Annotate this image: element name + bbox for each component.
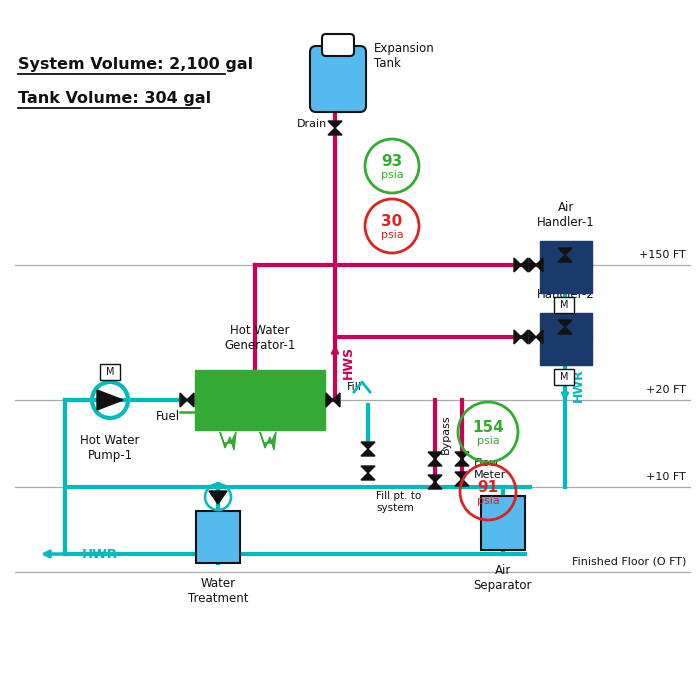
Polygon shape: [514, 330, 521, 344]
Polygon shape: [455, 452, 469, 459]
Polygon shape: [558, 248, 572, 255]
Polygon shape: [455, 479, 469, 486]
Text: Expansion
Tank: Expansion Tank: [374, 42, 435, 70]
Text: +20 FT: +20 FT: [646, 385, 686, 395]
Polygon shape: [529, 258, 536, 272]
Text: +150 FT: +150 FT: [639, 250, 686, 260]
Text: M: M: [560, 372, 568, 382]
Text: 154: 154: [472, 419, 504, 435]
Text: Air
Handler-2: Air Handler-2: [537, 273, 595, 301]
Polygon shape: [558, 255, 572, 262]
Polygon shape: [558, 320, 572, 327]
Text: HWR: HWR: [82, 547, 118, 561]
Text: psia: psia: [381, 170, 403, 180]
Text: Flow
Meter: Flow Meter: [474, 458, 506, 480]
Text: psia: psia: [381, 230, 403, 240]
Bar: [195, 370, 325, 430]
Polygon shape: [455, 459, 469, 466]
Text: M: M: [560, 300, 568, 310]
Bar: [196, 511, 240, 563]
Polygon shape: [558, 327, 572, 334]
Polygon shape: [428, 482, 442, 489]
Polygon shape: [361, 466, 375, 473]
Polygon shape: [455, 472, 469, 479]
Text: Air
Separator: Air Separator: [474, 564, 532, 592]
Text: Hot Water
Pump-1: Hot Water Pump-1: [80, 434, 140, 462]
Text: Fuel: Fuel: [156, 410, 180, 423]
Polygon shape: [97, 390, 123, 410]
Text: Air
Handler-1: Air Handler-1: [537, 201, 595, 229]
Text: +10 FT: +10 FT: [646, 472, 686, 482]
Polygon shape: [180, 393, 187, 407]
Text: 91: 91: [477, 480, 498, 494]
Text: Water
Treatment: Water Treatment: [188, 577, 248, 605]
Polygon shape: [521, 330, 528, 344]
Text: Tank Volume: 304 gal: Tank Volume: 304 gal: [18, 91, 211, 106]
Polygon shape: [328, 128, 342, 135]
Polygon shape: [361, 449, 375, 456]
Polygon shape: [514, 258, 521, 272]
Text: System Volume: 2,100 gal: System Volume: 2,100 gal: [18, 57, 253, 72]
Text: 93: 93: [382, 153, 402, 169]
Polygon shape: [361, 442, 375, 449]
Text: HWR: HWR: [572, 368, 585, 402]
Polygon shape: [333, 393, 340, 407]
Bar: [554, 369, 574, 385]
Polygon shape: [361, 473, 375, 480]
FancyBboxPatch shape: [322, 34, 354, 56]
Bar: [540, 313, 592, 365]
Text: Drain: Drain: [297, 119, 327, 129]
FancyBboxPatch shape: [310, 46, 366, 112]
Polygon shape: [220, 432, 236, 450]
Polygon shape: [326, 393, 333, 407]
Polygon shape: [536, 258, 543, 272]
Polygon shape: [328, 121, 342, 128]
Polygon shape: [536, 330, 543, 344]
Bar: [554, 297, 574, 313]
Text: Fill: Fill: [347, 382, 362, 392]
Polygon shape: [428, 475, 442, 482]
Text: Finished Floor (O FT): Finished Floor (O FT): [572, 557, 686, 567]
Text: Hot Water
Generator-1: Hot Water Generator-1: [224, 324, 295, 352]
Text: Fill pt. to
system: Fill pt. to system: [376, 491, 421, 512]
Bar: [100, 364, 120, 380]
Polygon shape: [187, 393, 194, 407]
Text: 30: 30: [382, 214, 402, 228]
Polygon shape: [529, 330, 536, 344]
Polygon shape: [521, 258, 528, 272]
Text: psia: psia: [477, 496, 499, 506]
Bar: [540, 241, 592, 293]
Text: HWS: HWS: [342, 345, 355, 379]
Polygon shape: [209, 491, 227, 504]
Polygon shape: [428, 459, 442, 466]
Bar: [481, 496, 525, 550]
Text: Bypass: Bypass: [441, 414, 451, 454]
Polygon shape: [428, 452, 442, 459]
Text: psia: psia: [477, 436, 499, 446]
Polygon shape: [260, 432, 276, 450]
Text: M: M: [106, 367, 114, 377]
